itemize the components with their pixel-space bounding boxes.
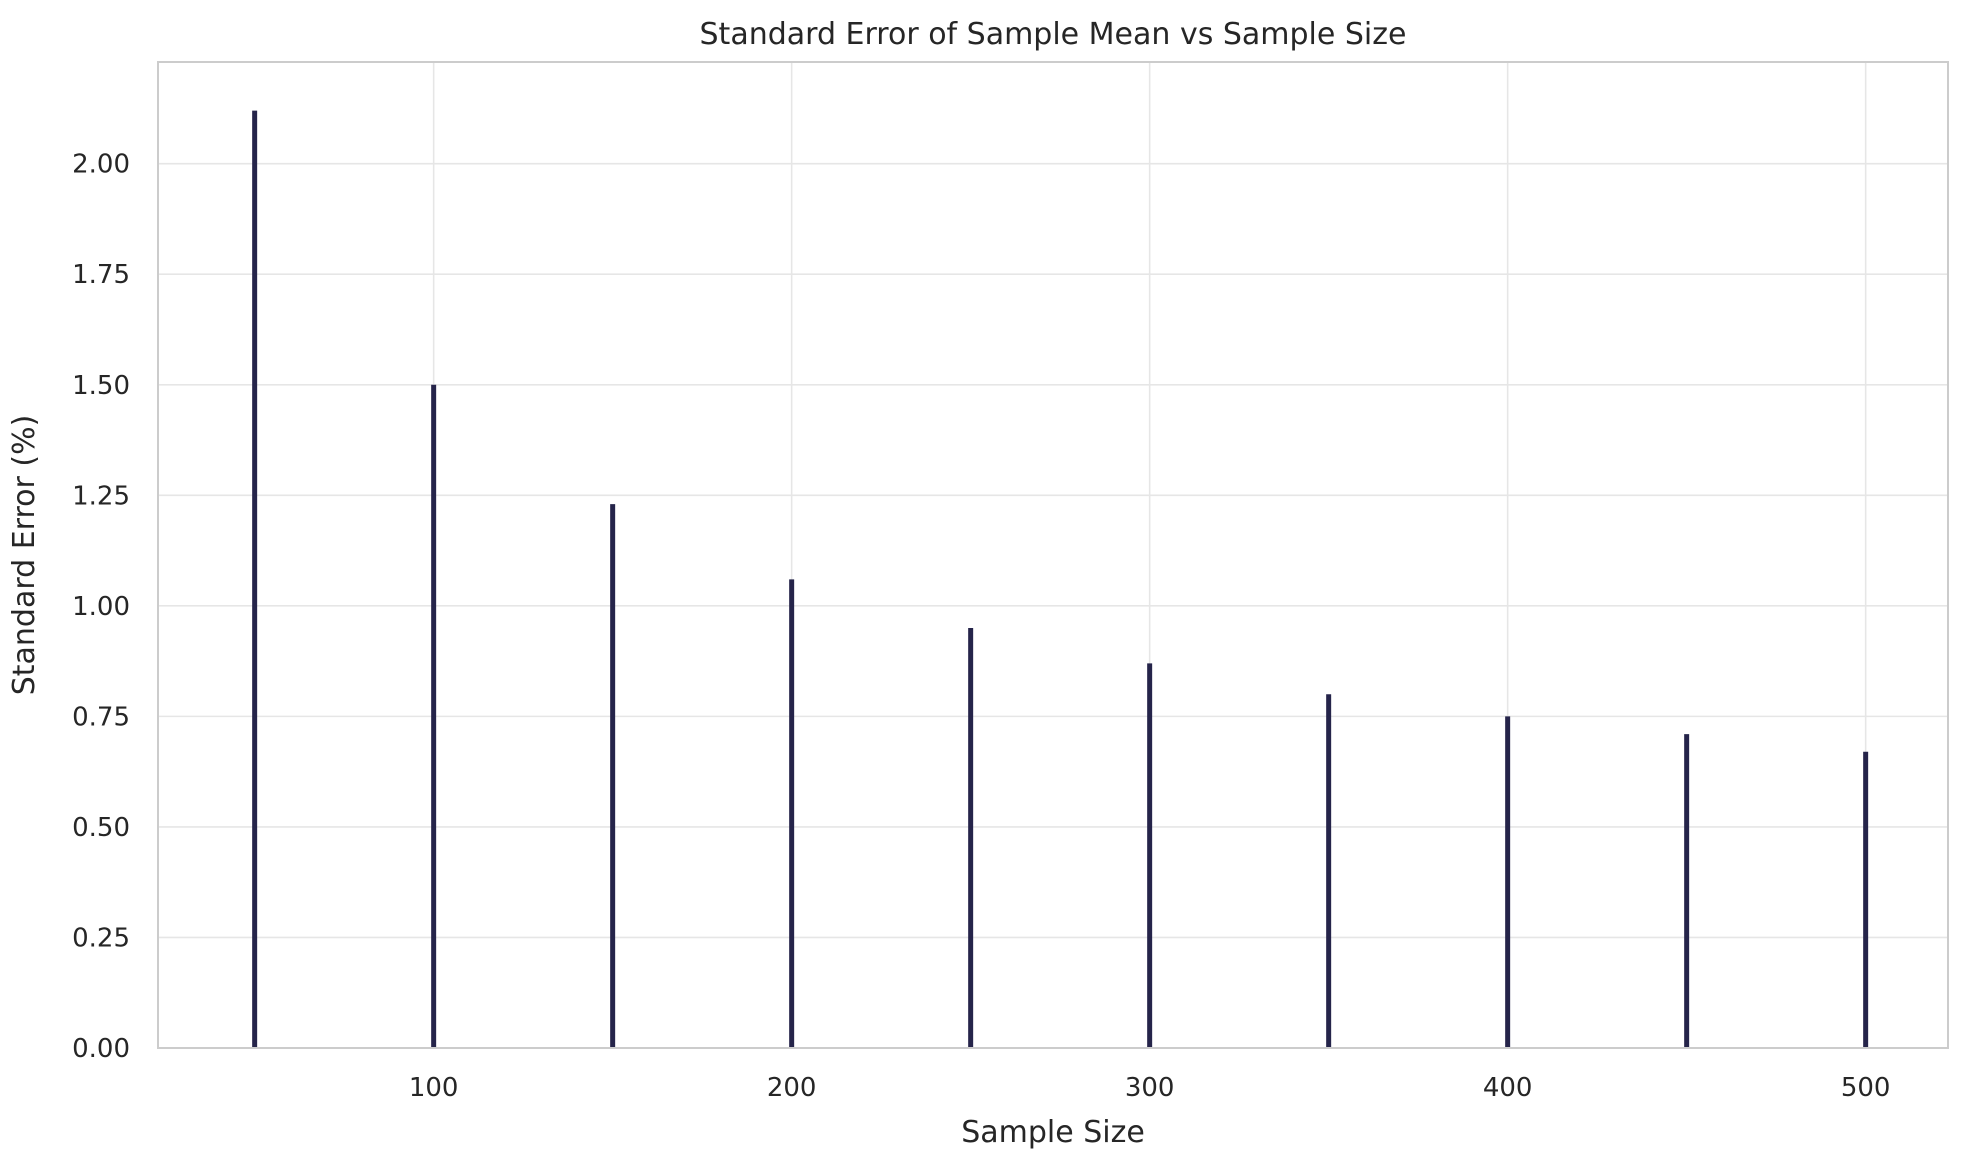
y-tick-label: 0.75 — [72, 702, 130, 732]
y-tick-labels: 0.00 0.25 0.50 0.75 1.00 1.25 1.50 1.75 2.00 — [72, 150, 130, 1064]
chart-title: Standard Error of Sample Mean vs Sample … — [700, 17, 1407, 52]
y-tick-label: 1.50 — [72, 371, 130, 401]
grid — [158, 62, 1948, 1049]
y-tick-label: 0.50 — [72, 813, 130, 843]
y-tick-label: 0.25 — [72, 923, 130, 953]
x-axis-label: Sample Size — [961, 1115, 1145, 1150]
x-tick-label: 300 — [1125, 1073, 1175, 1103]
x-tick-label: 200 — [767, 1073, 817, 1103]
x-tick-labels: 100 200 300 400 500 — [409, 1073, 1891, 1103]
y-tick-label: 2.00 — [72, 150, 130, 180]
y-tick-label: 1.00 — [72, 592, 130, 622]
x-tick-label: 500 — [1841, 1073, 1891, 1103]
plot-frame — [157, 61, 1949, 1049]
y-tick-label: 1.25 — [72, 481, 130, 511]
y-tick-label: 0.00 — [72, 1034, 130, 1064]
bars — [252, 110, 1869, 1048]
x-tick-label: 400 — [1483, 1073, 1533, 1103]
y-axis-label: Standard Error (%) — [7, 415, 42, 696]
x-tick-label: 100 — [409, 1073, 459, 1103]
y-tick-label: 1.75 — [72, 260, 130, 290]
